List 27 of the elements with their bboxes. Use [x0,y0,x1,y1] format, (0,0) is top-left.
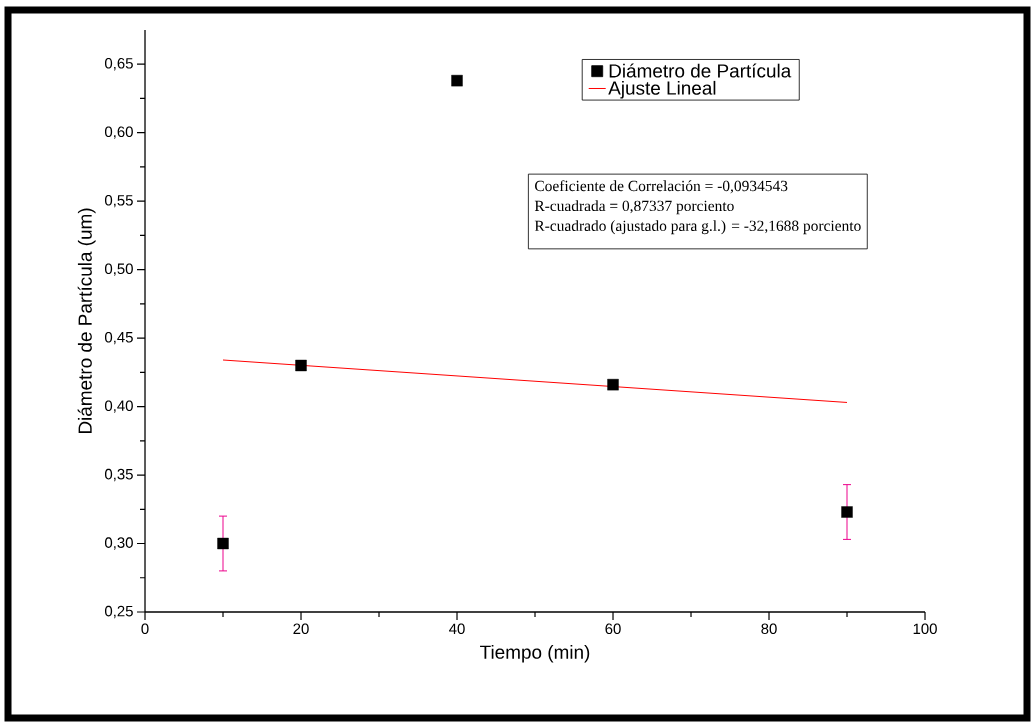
x-axis-title: Tiempo (min) [480,644,590,663]
point [295,359,307,372]
legend-label: Diámetro de Partícula [609,63,792,78]
x-tick-label: 0 [141,623,149,635]
y-axis-title: Diámetro de Partícula (um) [77,208,96,434]
y-tick-label: 0,45 [104,331,133,345]
y-tick-label: 0,25 [104,605,133,619]
x-tick-label: 20 [293,623,309,635]
y-tick-label: 0,30 [104,537,133,550]
y-tick-label: 0,55 [104,194,133,208]
x-tick-label: 100 [913,623,937,635]
annotation: Coeficiente de Correlación = -0,0934543 [535,180,788,194]
annotation: R-cuadrado (ajustado para g.l.) = -32,1688 porciento [534,220,861,235]
y-tick-label: 0,65 [104,58,133,71]
legend-label: Ajuste Lineal [608,80,716,99]
x-tick-label: 40 [449,623,465,635]
point [217,537,229,550]
x-tick-label: 60 [605,623,621,635]
point [607,378,619,391]
y-tick-label: 0,40 [104,400,133,413]
point [451,74,463,87]
y-tick-label: 0,60 [104,126,133,139]
annotation: R-cuadrada = 0,87337 porciento [534,200,734,215]
point [841,506,853,518]
y-tick-label: 0,50 [104,263,133,276]
y-tick-label: 0,35 [104,468,133,482]
x-tick-label: 80 [761,623,777,635]
